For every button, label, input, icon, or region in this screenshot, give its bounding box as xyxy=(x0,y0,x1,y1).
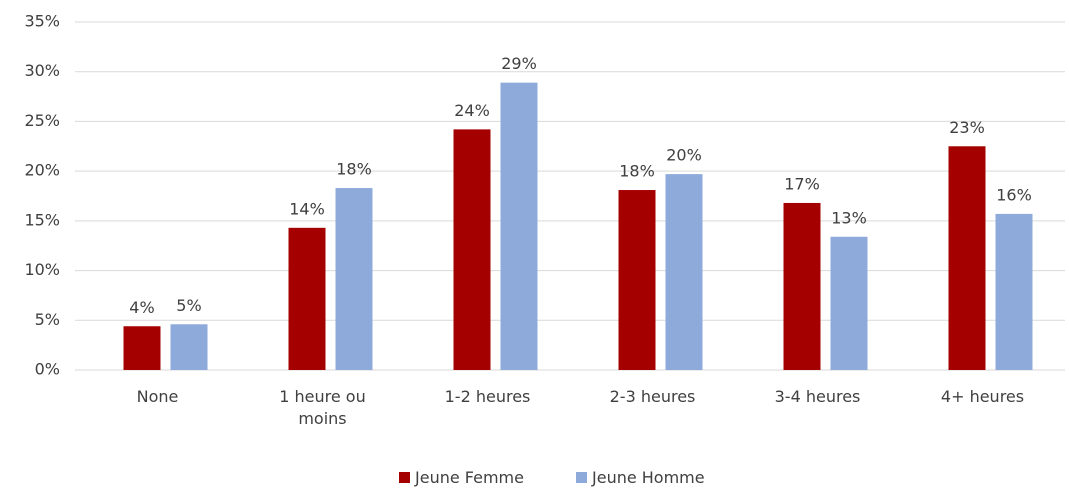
y-tick-label: 25% xyxy=(24,111,60,130)
data-label: 5% xyxy=(176,296,201,315)
data-label: 13% xyxy=(831,208,867,227)
legend-item: Jeune Homme xyxy=(576,468,705,487)
bar xyxy=(123,326,161,370)
bar xyxy=(948,146,986,370)
bar xyxy=(500,82,538,370)
x-tick-label: None xyxy=(136,387,179,406)
bar xyxy=(830,236,868,370)
y-tick-label: 20% xyxy=(24,161,60,180)
x-tick-label: 1-2 heures xyxy=(444,387,531,406)
x-tick-label: 1 heure ou moins xyxy=(279,387,366,428)
bar xyxy=(335,188,373,370)
legend-swatch xyxy=(576,472,587,483)
bar xyxy=(288,227,326,370)
x-tick-label: 4+ heures xyxy=(940,387,1025,406)
bar xyxy=(453,129,491,370)
data-label: 29% xyxy=(501,54,537,73)
data-label: 24% xyxy=(454,101,490,120)
bar xyxy=(170,324,208,370)
y-tick-label: 5% xyxy=(35,310,60,329)
legend-label: Jeune Femme xyxy=(415,468,524,487)
legend-label: Jeune Homme xyxy=(592,468,705,487)
data-label: 18% xyxy=(619,162,655,181)
legend-item: Jeune Femme xyxy=(399,468,524,487)
data-label: 14% xyxy=(289,199,325,218)
data-label: 18% xyxy=(336,160,372,179)
data-label: 23% xyxy=(949,118,985,137)
x-tick-label: 2-3 heures xyxy=(609,387,696,406)
bar xyxy=(618,190,656,370)
data-label: 17% xyxy=(784,174,820,193)
legend-swatch xyxy=(399,472,410,483)
data-label: 4% xyxy=(129,298,154,317)
y-tick-label: 30% xyxy=(24,61,60,80)
y-tick-label: 10% xyxy=(24,260,60,279)
data-label: 20% xyxy=(666,146,702,165)
bar xyxy=(783,202,821,370)
y-tick-label: 15% xyxy=(24,210,60,229)
y-tick-label: 35% xyxy=(24,12,60,31)
y-tick-label: 0% xyxy=(35,360,60,379)
bar xyxy=(665,174,703,370)
x-tick-label: 3-4 heures xyxy=(774,387,861,406)
data-label: 16% xyxy=(996,185,1032,204)
bar xyxy=(995,213,1033,370)
